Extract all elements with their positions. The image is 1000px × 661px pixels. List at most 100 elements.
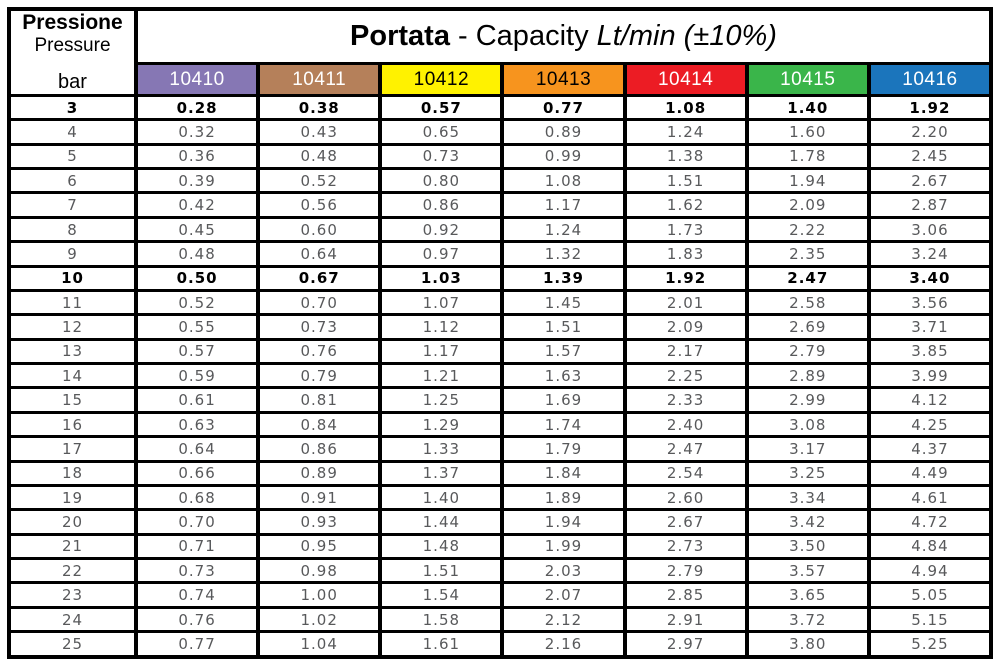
capacity-value: 0.60 — [256, 215, 383, 244]
capacity-value: 0.91 — [256, 483, 383, 512]
pressure-label-italian: Pressione — [22, 11, 123, 34]
capacity-value: 0.39 — [133, 167, 261, 195]
capacity-value: 1.73 — [622, 215, 749, 244]
pressure-label-english: Pressure — [34, 35, 111, 57]
pressure-value: 5 — [7, 142, 138, 171]
capacity-value: 1.17 — [378, 337, 505, 366]
capacity-value: 2.40 — [622, 410, 749, 439]
pressure-value: 13 — [7, 337, 138, 366]
capacity-value: 0.59 — [133, 362, 261, 390]
capacity-value: 4.37 — [866, 435, 994, 463]
table-title: Portata - Capacity Lt/min (±10%) — [134, 7, 993, 66]
capacity-value: 1.25 — [378, 386, 505, 414]
capacity-value: 2.97 — [622, 630, 749, 659]
pressure-value: 20 — [7, 508, 138, 536]
capacity-value: 0.32 — [133, 118, 261, 146]
capacity-value: 1.00 — [256, 581, 383, 609]
capacity-value: 2.79 — [744, 337, 871, 366]
title-capacity: - Capacity — [449, 20, 597, 53]
capacity-value: 1.78 — [744, 142, 871, 171]
capacity-value: 1.24 — [622, 118, 749, 146]
capacity-value: 0.80 — [378, 167, 505, 195]
table-row: 20 0.70 0.93 1.44 1.94 2.67 3.42 4.72 — [7, 508, 994, 536]
capacity-value: 3.08 — [744, 410, 871, 439]
capacity-value: 2.07 — [500, 581, 627, 609]
capacity-value: 3.25 — [744, 459, 871, 488]
capacity-value: 0.76 — [256, 337, 383, 366]
capacity-value: 3.65 — [744, 581, 871, 609]
capacity-value: 0.92 — [378, 215, 505, 244]
capacity-value: 0.28 — [133, 93, 261, 122]
capacity-value: 1.99 — [500, 532, 627, 561]
capacity-value: 0.57 — [378, 93, 505, 122]
capacity-value: 0.93 — [256, 508, 383, 536]
capacity-value: 0.74 — [133, 581, 261, 609]
capacity-value: 2.73 — [622, 532, 749, 561]
capacity-value: 1.92 — [866, 93, 994, 122]
capacity-value: 0.79 — [256, 362, 383, 390]
capacity-value: 3.50 — [744, 532, 871, 561]
capacity-value: 0.99 — [500, 142, 627, 171]
capacity-value: 2.33 — [622, 386, 749, 414]
capacity-value: 0.52 — [256, 167, 383, 195]
capacity-value: 0.64 — [133, 435, 261, 463]
capacity-value: 1.62 — [622, 191, 749, 219]
capacity-value: 2.58 — [744, 288, 871, 317]
pressure-value: 17 — [7, 435, 138, 463]
table-row: 19 0.68 0.91 1.40 1.89 2.60 3.34 4.61 — [7, 483, 994, 512]
column-header-10412: 10412 — [378, 62, 505, 97]
capacity-value: 3.72 — [744, 605, 871, 634]
capacity-value: 2.85 — [622, 581, 749, 609]
capacity-value: 1.40 — [744, 93, 871, 122]
capacity-value: 1.79 — [500, 435, 627, 463]
capacity-value: 2.87 — [866, 191, 994, 219]
capacity-value: 3.80 — [744, 630, 871, 659]
capacity-value: 0.77 — [500, 93, 627, 122]
capacity-value: 1.89 — [500, 483, 627, 512]
capacity-value: 3.56 — [866, 288, 994, 317]
table-row: 15 0.61 0.81 1.25 1.69 2.33 2.99 4.12 — [7, 386, 994, 414]
table-row: 24 0.76 1.02 1.58 2.12 2.91 3.72 5.15 — [7, 605, 994, 634]
title-units: Lt/min (±10%) — [596, 20, 777, 53]
capacity-value: 1.29 — [378, 410, 505, 439]
capacity-value: 0.71 — [133, 532, 261, 561]
capacity-value: 0.67 — [256, 264, 383, 293]
capacity-value: 0.52 — [133, 288, 261, 317]
table-row: 16 0.63 0.84 1.29 1.74 2.40 3.08 4.25 — [7, 410, 994, 439]
capacity-value: 3.24 — [866, 240, 994, 268]
capacity-value: 1.08 — [500, 167, 627, 195]
pressure-value: 9 — [7, 240, 138, 268]
pressure-value: 8 — [7, 215, 138, 244]
capacity-value: 2.16 — [500, 630, 627, 659]
pressure-value: 10 — [7, 264, 138, 293]
capacity-value: 1.51 — [378, 557, 505, 585]
capacity-value: 2.22 — [744, 215, 871, 244]
capacity-value: 4.25 — [866, 410, 994, 439]
capacity-value: 2.69 — [744, 313, 871, 341]
capacity-value: 3.17 — [744, 435, 871, 463]
capacity-value: 1.37 — [378, 459, 505, 488]
column-header-10416: 10416 — [866, 62, 994, 97]
capacity-value: 3.34 — [744, 483, 871, 512]
column-header-10414: 10414 — [622, 62, 749, 97]
capacity-value: 2.47 — [744, 264, 871, 293]
table-row: 5 0.36 0.48 0.73 0.99 1.38 1.78 2.45 — [7, 142, 994, 171]
capacity-value: 2.20 — [866, 118, 994, 146]
capacity-value: 0.48 — [256, 142, 383, 171]
pressure-value: 6 — [7, 167, 138, 195]
capacity-value: 3.42 — [744, 508, 871, 536]
capacity-value: 0.64 — [256, 240, 383, 268]
capacity-value: 1.74 — [500, 410, 627, 439]
pressure-header-cell: Pressione Pressure bar — [7, 7, 138, 97]
capacity-value: 1.03 — [378, 264, 505, 293]
table-row: 9 0.48 0.64 0.97 1.32 1.83 2.35 3.24 — [7, 240, 994, 268]
capacity-value: 1.94 — [500, 508, 627, 536]
capacity-value: 0.73 — [256, 313, 383, 341]
capacity-value: 0.66 — [133, 459, 261, 488]
capacity-value: 0.36 — [133, 142, 261, 171]
capacity-value: 2.89 — [744, 362, 871, 390]
capacity-value: 0.77 — [133, 630, 261, 659]
capacity-value: 4.72 — [866, 508, 994, 536]
capacity-value: 3.85 — [866, 337, 994, 366]
